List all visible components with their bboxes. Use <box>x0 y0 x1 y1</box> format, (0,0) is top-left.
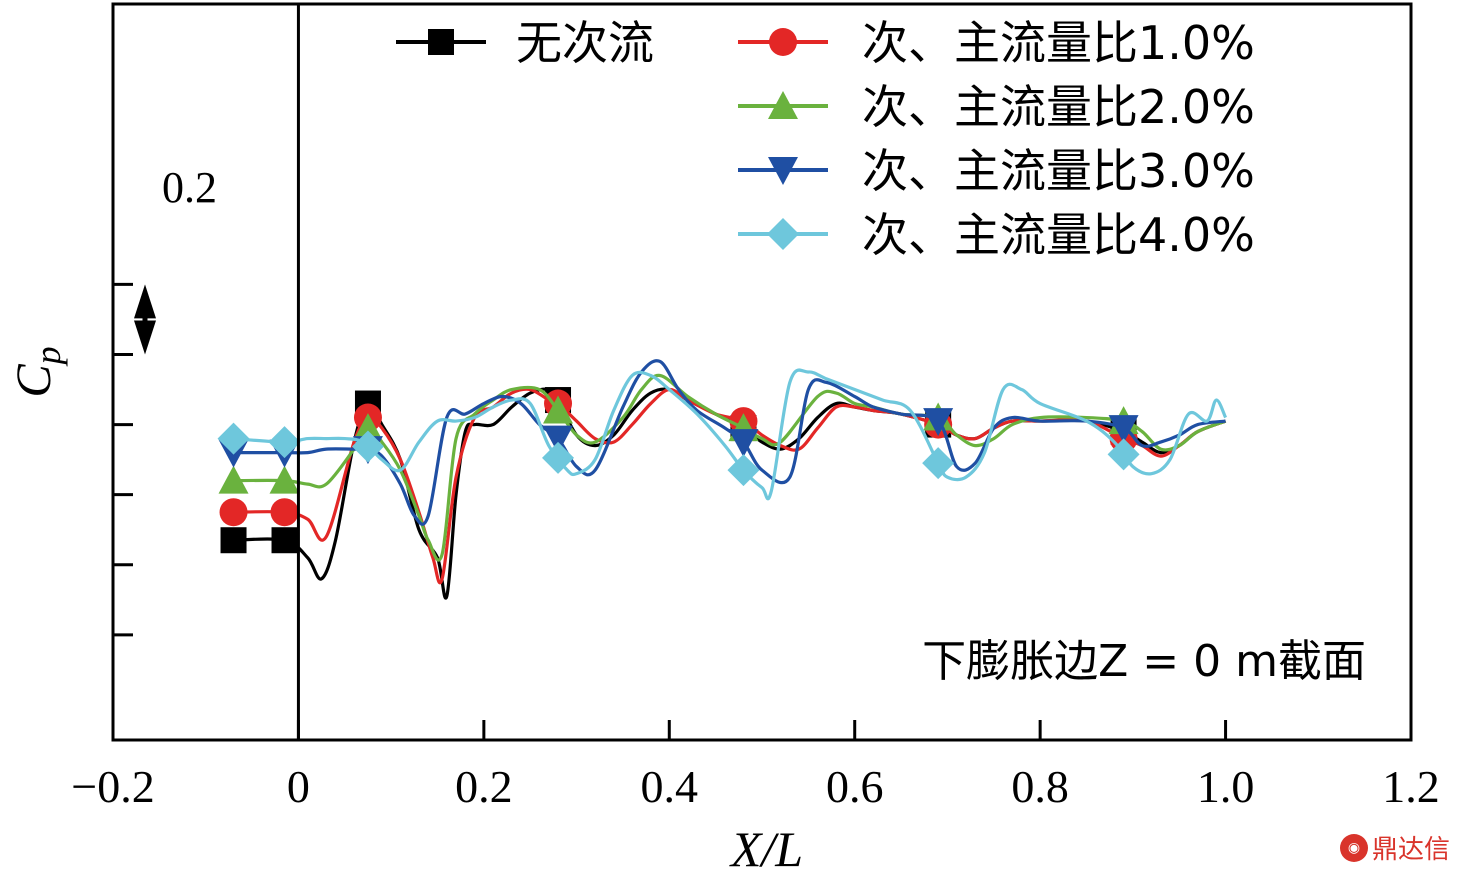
legend: 无次流 次、主流量比1.0% 次、主流量比2.0% 次、主流量比3.0% 次、主流量比4… <box>396 16 1255 262</box>
data-point <box>217 422 250 455</box>
data-point <box>1107 438 1140 471</box>
data-point <box>1108 415 1139 444</box>
data-point <box>542 441 575 474</box>
y-axis-title: Cp <box>5 346 68 397</box>
data-point <box>728 429 759 458</box>
legend-marker-icon <box>768 91 798 119</box>
legend-label: 次、主流量比2.0% <box>862 80 1255 134</box>
series-line <box>233 387 1227 585</box>
legend-marker-icon <box>768 157 798 185</box>
legend-item-4: 次、主流量比3.0% <box>738 144 1255 198</box>
data-point <box>219 498 248 527</box>
x-tick-label: 0.4 <box>641 761 699 812</box>
x-tick-label: 1.0 <box>1197 761 1255 812</box>
legend-label: 次、主流量比1.0% <box>862 16 1255 70</box>
x-tick-label: 1.2 <box>1382 761 1440 812</box>
data-point <box>218 465 249 494</box>
legend-item-3: 次、主流量比2.0% <box>738 80 1255 134</box>
data-point <box>268 426 301 459</box>
series-line <box>233 373 1227 562</box>
watermark-logo: ◉ 鼎达信 <box>1339 829 1450 866</box>
data-point <box>543 425 574 454</box>
data-point <box>352 413 383 442</box>
scale-bar-arrow-down-icon <box>134 320 156 355</box>
legend-label: 无次流 <box>516 16 654 70</box>
x-tick-label: 0.8 <box>1011 761 1069 812</box>
plot-frame <box>111 2 1413 742</box>
data-point <box>923 408 954 437</box>
y-axis-title-main: C <box>5 364 61 398</box>
legend-marker-icon <box>767 218 799 250</box>
watermark-text: 鼎达信 <box>1371 835 1450 865</box>
series-5 <box>217 368 1228 501</box>
y-axis-title-subscript: p <box>28 346 68 367</box>
series-layer <box>217 359 1228 600</box>
data-point <box>727 454 760 487</box>
data-point <box>351 430 384 463</box>
data-point <box>922 447 955 480</box>
watermark-icon: ◉ <box>1339 833 1368 862</box>
scale-bar-label: 0.2 <box>162 163 217 212</box>
x-tick-label: 0.6 <box>826 761 884 812</box>
axes-layer: −0.2 0 0.2 0.4 0.6 0.8 1.0 1.2 X/L Cp <box>5 2 1440 872</box>
legend-item-5: 次、主流量比4.0% <box>738 208 1255 262</box>
legend-label: 次、主流量比4.0% <box>862 208 1255 262</box>
legend-item-1: 无次流 <box>396 16 654 70</box>
data-point <box>271 527 298 554</box>
data-point <box>543 395 574 424</box>
x-tick-label: 0.2 <box>455 761 513 812</box>
scale-bar: 0.2 <box>134 163 217 355</box>
x-tick-label: 0 <box>287 761 310 812</box>
x-tick-label: −0.2 <box>71 761 154 812</box>
data-point <box>269 465 300 494</box>
annotation-layer: 下膨胀边Z = 0 m截面 <box>922 636 1366 687</box>
section-annotation: 下膨胀边Z = 0 m截面 <box>922 636 1366 687</box>
series-line <box>233 359 1226 526</box>
data-point <box>220 527 247 554</box>
x-axis-title: X/L <box>729 821 803 872</box>
scale-bar-arrow-up-icon <box>134 284 156 319</box>
data-point <box>270 498 299 527</box>
legend-marker-icon <box>428 29 454 55</box>
legend-item-2: 次、主流量比1.0% <box>738 16 1255 70</box>
legend-marker-icon <box>769 28 797 56</box>
series-line <box>233 368 1228 501</box>
legend-label: 次、主流量比3.0% <box>862 144 1255 198</box>
